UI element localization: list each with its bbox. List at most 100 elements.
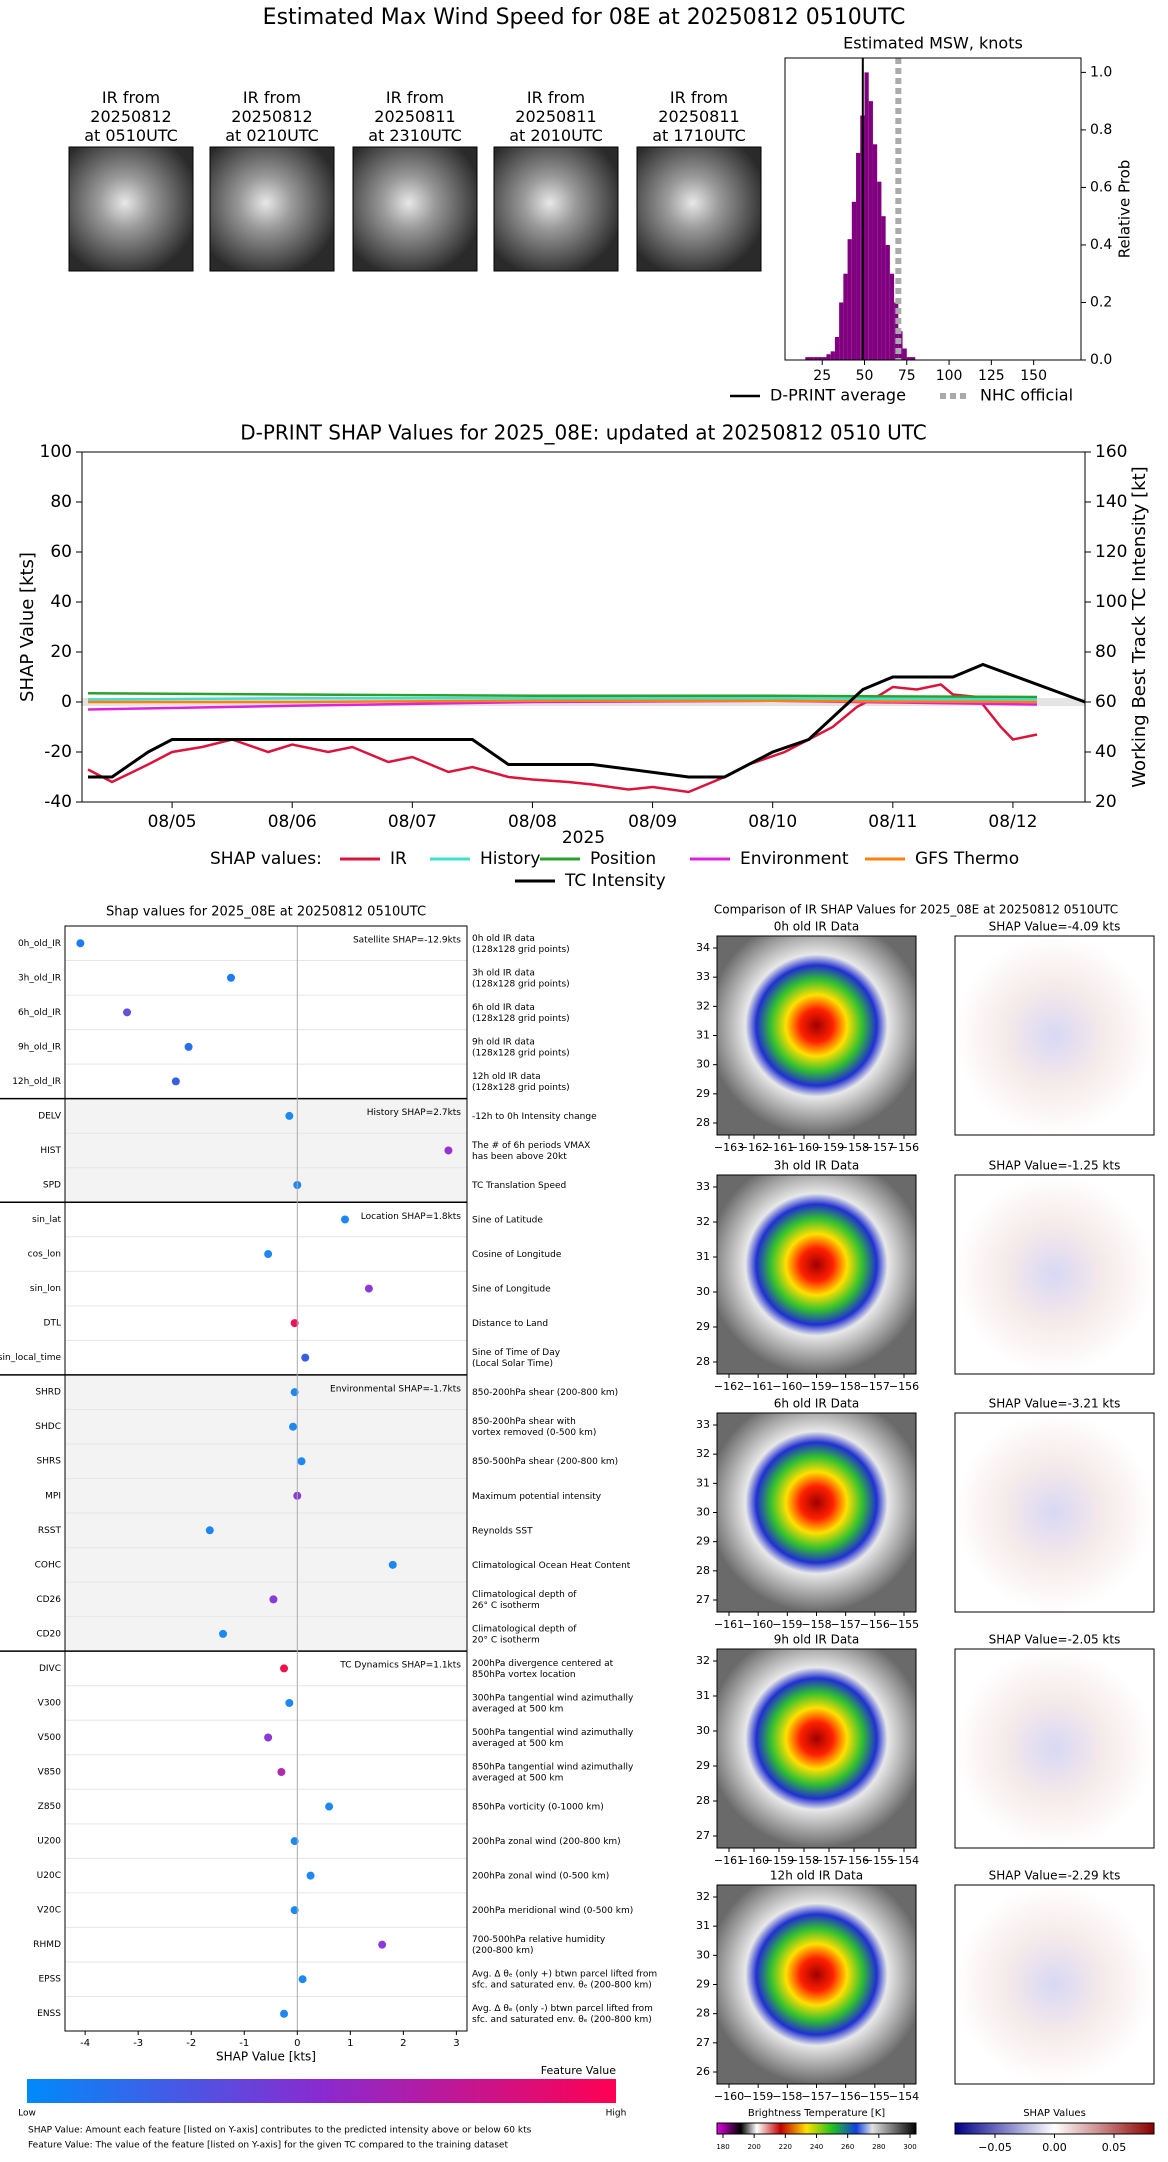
y-tick-label: 31 [696, 1919, 710, 1932]
x-tick-label: −161 [714, 1618, 744, 1631]
y-tick-label: 28 [696, 1564, 710, 1577]
x-tick-label: −160 [739, 1854, 769, 1867]
feature-name: sin_lon [30, 1284, 61, 1294]
x-tick-label: −158 [801, 1618, 831, 1631]
x-tick-label: −157 [801, 2090, 831, 2103]
panel-title: SHAP Value=-2.29 kts [989, 1869, 1121, 1883]
feature-description: Distance to Land [472, 1319, 548, 1329]
x-tick-label: −156 [831, 2090, 861, 2103]
dot [219, 1629, 228, 1638]
feature-name: V20C [37, 1906, 61, 1916]
x-tick-label: −160 [743, 1618, 773, 1631]
y-tick-label: 0.6 [1090, 179, 1112, 195]
feature-name: DELV [38, 1111, 62, 1121]
x-tick-label: 08/08 [508, 812, 557, 832]
y-tick-label: 31 [696, 1250, 710, 1263]
x-tick-label: -3 [133, 2038, 143, 2049]
dot [341, 1215, 350, 1224]
bar [872, 144, 878, 360]
y-axis-label: Relative Prob [1116, 160, 1134, 259]
dot [301, 1353, 310, 1362]
feature-description: 3h old IR data (128x128 grid points) [472, 968, 570, 989]
x-tick-label: −160 [789, 1141, 819, 1154]
x-tick-label: 08/10 [748, 812, 797, 832]
y-tick-label: 32 [696, 1447, 710, 1460]
dot [226, 973, 235, 982]
feature-name: CD20 [36, 1629, 61, 1639]
y-axis-label: SHAP Value [kts] [17, 552, 38, 702]
feature-name: COHC [35, 1560, 61, 1570]
bar [906, 357, 912, 360]
x-tick-label: 08/07 [388, 812, 437, 832]
panel-title: 6h old IR Data [774, 1397, 860, 1411]
x-tick-label: 1 [347, 2038, 353, 2049]
dot [378, 1940, 387, 1949]
thumbnail-label: IR from 20250812 at 0510UTC [84, 88, 178, 145]
feature-name: DTL [44, 1319, 61, 1329]
group-label: Location SHAP=1.8kts [361, 1212, 462, 1222]
y2-axis-label: Working Best Track TC Intensity [kt] [1129, 466, 1150, 787]
feature-name: EPSS [38, 1975, 61, 1985]
feature-description: 300hPa tangential wind azimuthally averag… [472, 1693, 634, 1714]
colorbar-tick-label: 300 [903, 2143, 916, 2151]
x-tick-label: −159 [764, 1854, 794, 1867]
panel-title: SHAP Value=-1.25 kts [989, 1159, 1121, 1173]
x-tick-label: −161 [714, 1854, 744, 1867]
x-tick-label: 125 [978, 368, 1005, 384]
thumbnail-image [493, 146, 619, 272]
dot [285, 1698, 294, 1707]
y-tick-label: 31 [696, 1689, 710, 1702]
y-tick-label: 100 [40, 442, 72, 462]
colorbar-label: Brightness Temperature [K] [748, 2108, 885, 2119]
bar [847, 239, 852, 360]
feature-name: V850 [38, 1768, 62, 1778]
bar [856, 152, 861, 360]
feature-description: 6h old IR data (128x128 grid points) [472, 1002, 570, 1023]
feature-name: sin_lat [32, 1215, 61, 1225]
panel-title: 9h old IR Data [774, 1633, 860, 1647]
x-tick-label: −156 [889, 1380, 919, 1393]
x-tick-label: 0 [294, 2038, 300, 2049]
feature-description: 850-200hPa shear (200-800 km) [472, 1388, 618, 1398]
x-tick-label: −154 [889, 1854, 919, 1867]
group-label: Satellite SHAP=-12.9kts [353, 936, 461, 946]
x-tick-label: −158 [839, 1141, 869, 1154]
y-tick-label: 29 [696, 1535, 710, 1548]
legend-label: D-PRINT average [770, 386, 906, 405]
bar [877, 181, 882, 360]
x-tick-label: −156 [889, 1141, 919, 1154]
legend-label: History [480, 849, 540, 869]
plot-frame [64, 925, 468, 2032]
colorbar-tick-label: −0.05 [978, 2141, 1012, 2154]
dot [264, 1250, 273, 1259]
feature-name: 12h_old_IR [12, 1077, 61, 1087]
shap-image [954, 1412, 1155, 1613]
y-tick-label: 32 [696, 1890, 710, 1903]
x-tick-label: −155 [864, 1854, 894, 1867]
thumbnail-label: IR from 20250812 at 0210UTC [225, 88, 319, 145]
shap-image [954, 1174, 1155, 1375]
feature-description: Maximum potential intensity [472, 1491, 602, 1501]
ir-image [716, 935, 917, 1136]
x-tick-label: −159 [743, 2090, 773, 2103]
y-tick-label: 0 [61, 692, 72, 712]
colorbar-tick-label: 240 [810, 2143, 823, 2151]
bar [809, 357, 814, 360]
bar [851, 201, 857, 360]
feature-description: Climatological depth of 20° C isotherm [472, 1624, 577, 1645]
bar [826, 354, 831, 360]
y2-tick-label: 140 [1095, 492, 1127, 512]
shap-image [954, 1648, 1155, 1849]
x-tick-label: 08/05 [148, 812, 197, 832]
thumbnail-image [209, 146, 335, 272]
dot [76, 939, 85, 948]
colorbar-tick-label: 180 [716, 2143, 729, 2151]
x-tick-label: −158 [789, 1854, 819, 1867]
x-tick-label: 3 [453, 2038, 459, 2049]
feature-description: 200hPa divergence centered at 850hPa vort… [472, 1658, 614, 1679]
footnote: Feature Value: The value of the feature … [28, 2141, 508, 2151]
feature-description: Cosine of Longitude [472, 1250, 562, 1260]
dot [290, 1837, 299, 1846]
x-tick-label: −159 [801, 1380, 831, 1393]
